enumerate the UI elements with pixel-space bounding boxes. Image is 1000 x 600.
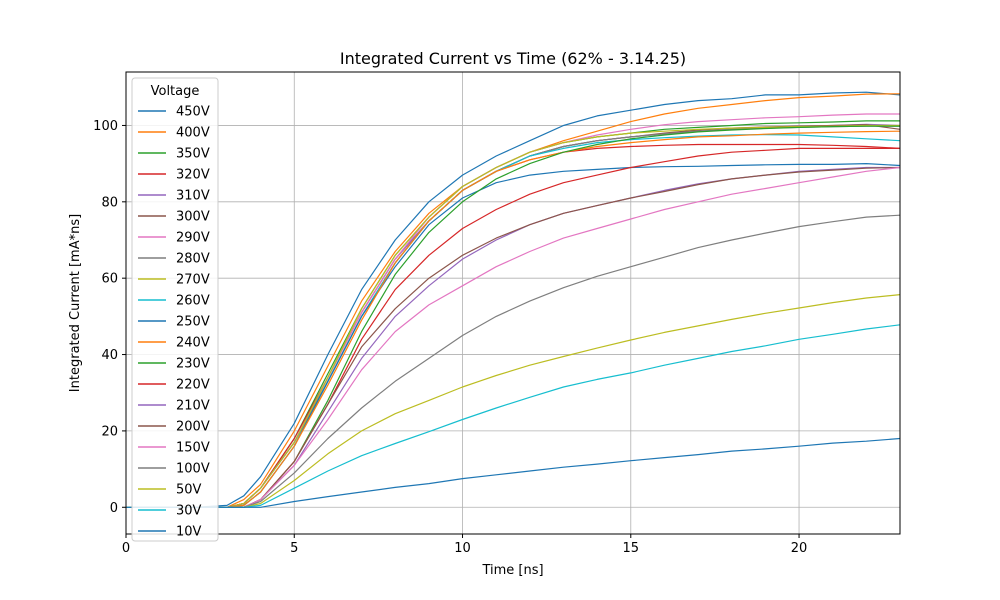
- legend-title: Voltage: [151, 84, 200, 99]
- y-axis-label: Integrated Current [mA*ns]: [68, 214, 83, 392]
- y-tick-label: 20: [101, 424, 118, 439]
- y-ticks: 0 20 40 60 80 100: [93, 119, 126, 516]
- chart-title: Integrated Current vs Time (62% - 3.14.2…: [340, 49, 686, 68]
- x-axis-label: Time [ns]: [481, 563, 543, 578]
- series-line-240V: [126, 130, 901, 508]
- series-line-300V: [126, 124, 901, 508]
- series-line-210V: [126, 166, 900, 508]
- legend-label: 280V: [176, 252, 210, 267]
- legend-label: 230V: [176, 357, 210, 372]
- legend-label: 10V: [176, 525, 202, 540]
- series-line-100V: [126, 214, 901, 508]
- y-tick-label: 60: [101, 272, 118, 287]
- legend-label: 450V: [176, 105, 210, 120]
- legend-label: 400V: [176, 126, 210, 141]
- y-tick-label: 0: [110, 501, 118, 516]
- legend-label: 150V: [176, 441, 210, 456]
- legend-label: 50V: [176, 483, 202, 498]
- legend-label: 250V: [176, 315, 210, 330]
- x-tick-label: 5: [290, 541, 298, 556]
- series-line-250V: [126, 163, 901, 508]
- legend-label: 200V: [176, 420, 210, 435]
- legend-label: 240V: [176, 336, 210, 351]
- legend-label: 310V: [176, 189, 210, 204]
- series-line-450V: [126, 91, 901, 508]
- series-line-280V: [126, 125, 900, 508]
- legend-label: 270V: [176, 273, 210, 288]
- series-line-10V: [126, 437, 901, 508]
- legend-label: 350V: [176, 147, 210, 162]
- legend-label: 30V: [176, 504, 202, 519]
- series-line-200V: [126, 166, 901, 508]
- y-tick-label: 100: [93, 119, 118, 134]
- legend-label: 260V: [176, 294, 210, 309]
- series-layer: [126, 91, 901, 508]
- series-line-220V: [126, 147, 900, 508]
- y-tick-label: 40: [101, 348, 118, 363]
- series-line-50V: [126, 294, 901, 508]
- legend-box: [131, 77, 219, 542]
- legend: Voltage 450V 400V 350V 320V 310V 300V 290V 280V 2…: [131, 77, 219, 542]
- legend-label: 210V: [176, 399, 210, 414]
- y-tick-label: 80: [101, 195, 118, 210]
- grid: [125, 72, 900, 534]
- legend-label: 320V: [176, 168, 210, 183]
- series-line-150V: [126, 166, 901, 508]
- plot-frame: [125, 71, 901, 535]
- series-line-230V: [126, 125, 900, 508]
- series-line-270V: [126, 124, 900, 508]
- x-tick-label: 0: [122, 541, 130, 556]
- legend-label: 290V: [176, 231, 210, 246]
- legend-label: 300V: [176, 210, 210, 225]
- x-tick-label: 10: [454, 541, 471, 556]
- series-line-30V: [126, 324, 901, 508]
- x-ticks: 0 5 10 15 20: [122, 534, 807, 556]
- series-line-400V: [126, 93, 901, 508]
- series-line-260V: [126, 134, 901, 508]
- legend-label: 100V: [176, 462, 210, 477]
- series-line-310V: [126, 123, 901, 508]
- x-tick-label: 15: [623, 541, 640, 556]
- series-line-320V: [126, 143, 901, 508]
- x-tick-label: 20: [791, 541, 808, 556]
- legend-label: 220V: [176, 378, 210, 393]
